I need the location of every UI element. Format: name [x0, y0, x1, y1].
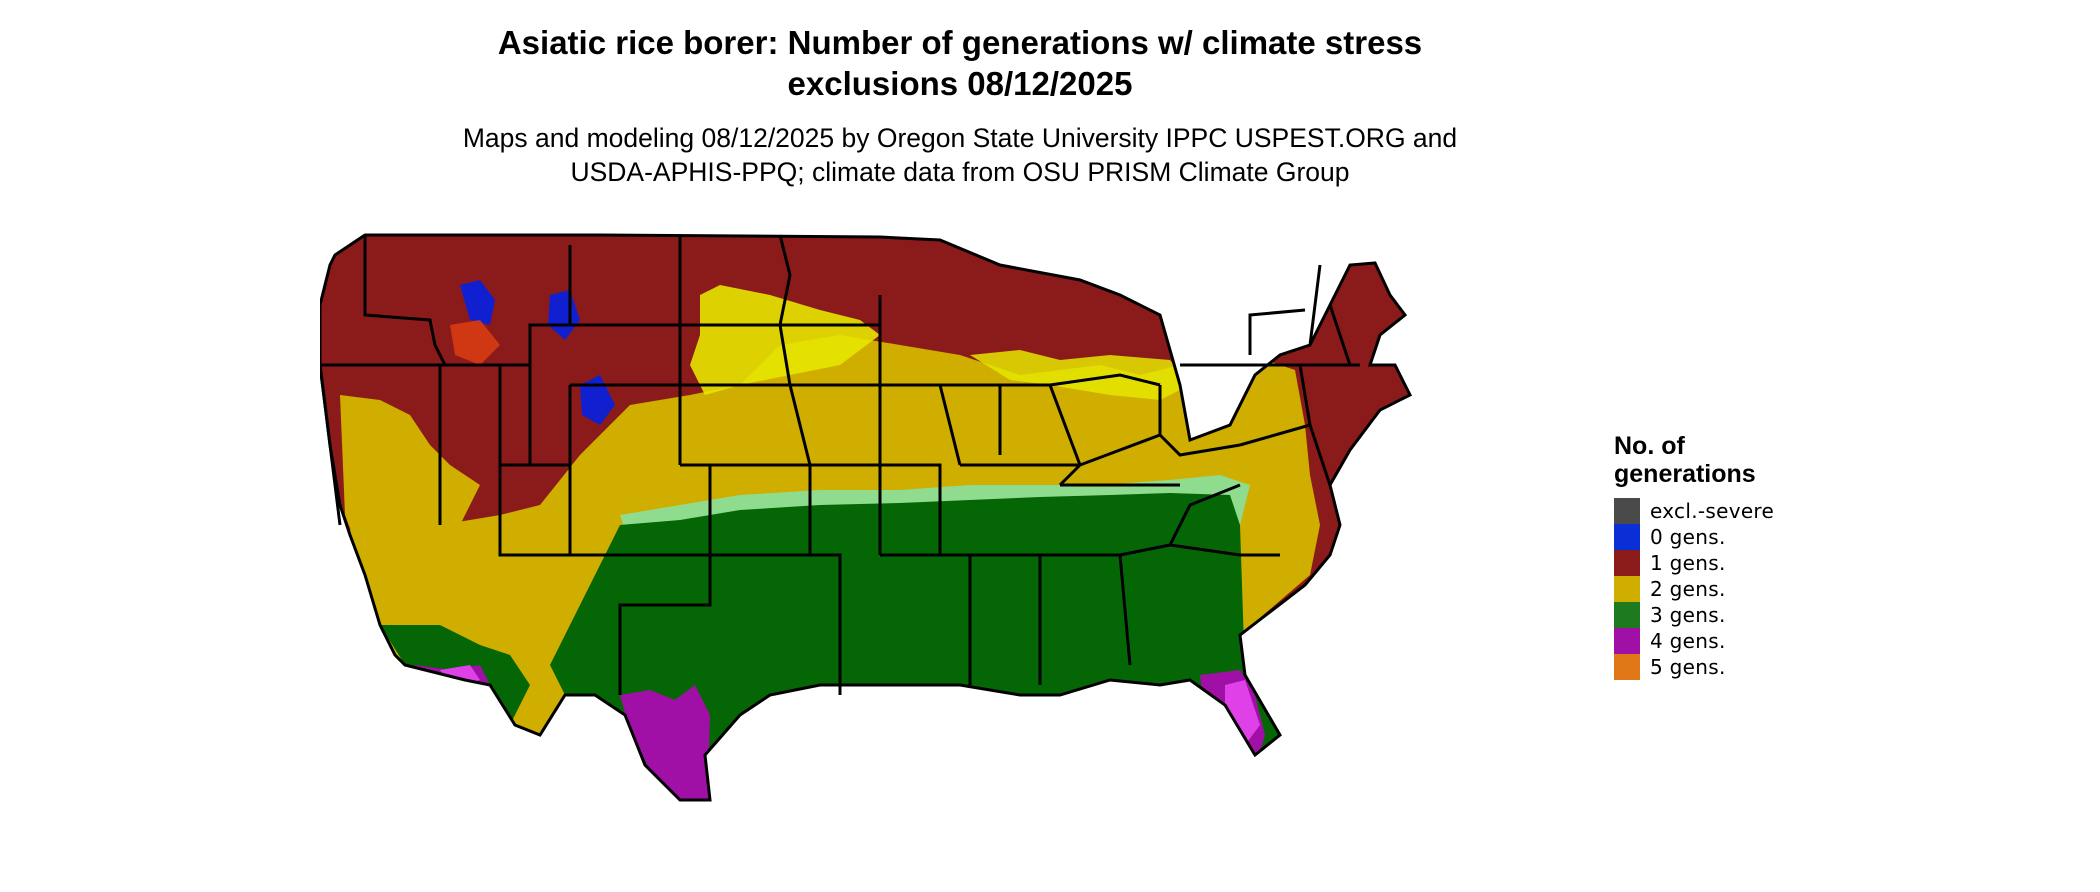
legend-item: 5 gens. [1614, 654, 1774, 680]
map-subtitle-line-1: Maps and modeling 08/12/2025 by Oregon S… [462, 123, 1458, 153]
legend-item: 3 gens. [1614, 602, 1774, 628]
legend-item: 2 gens. [1614, 576, 1774, 602]
map-subtitle-line-2: USDA-APHIS-PPQ; climate data from OSU PR… [570, 157, 1350, 187]
map-title: Asiatic rice borer: Number of generation… [0, 22, 1920, 104]
legend-label: 3 gens. [1650, 603, 1726, 627]
zone-0-gens-idaho [460, 280, 495, 325]
legend-label: 0 gens. [1650, 525, 1726, 549]
map-title-line-1: Asiatic rice borer: Number of generation… [497, 24, 1423, 61]
legend-swatch [1614, 628, 1640, 654]
legend-swatch [1614, 498, 1640, 524]
legend-label: 2 gens. [1650, 577, 1726, 601]
legend-item: 1 gens. [1614, 550, 1774, 576]
legend-swatch [1614, 654, 1640, 680]
legend-title: No. of generations [1614, 432, 1774, 488]
legend-item: excl.-severe [1614, 498, 1774, 524]
legend-swatch [1614, 524, 1640, 550]
zone-4-gens-texas [620, 685, 710, 800]
zone-2-gens-bright [690, 285, 880, 395]
legend-swatch [1614, 602, 1640, 628]
legend-label: 1 gens. [1650, 551, 1726, 575]
zone-1-gens-light-orange [450, 320, 500, 365]
map-title-line-2: exclusions 08/12/2025 [787, 65, 1133, 102]
legend-label: 4 gens. [1650, 629, 1726, 653]
legend-item: 0 gens. [1614, 524, 1774, 550]
legend-label: excl.-severe [1650, 499, 1775, 523]
legend-item: 4 gens. [1614, 628, 1774, 654]
legend-items: excl.-severe 0 gens. 1 gens. 2 gens. 3 gens.… [1614, 498, 1774, 680]
zone-2-gens-west [340, 395, 480, 585]
map-legend: No. of generations excl.-severe 0 gens. 1 … [1614, 432, 1774, 680]
legend-label: 5 gens. [1650, 655, 1726, 679]
zone-0-gens-colorado [580, 375, 615, 425]
zone-0-gens-wyoming [548, 290, 580, 340]
map-subtitle: Maps and modeling 08/12/2025 by Oregon S… [0, 121, 1920, 189]
zone-4-gens-bright-florida [1225, 680, 1260, 745]
us-generations-map [320, 233, 1412, 802]
legend-title-line-2: generations [1614, 460, 1756, 488]
zone-2-gens-bright-east [970, 350, 1190, 400]
legend-title-line-1: No. of [1614, 432, 1685, 460]
legend-swatch [1614, 576, 1640, 602]
state-borders [320, 233, 1412, 802]
legend-swatch [1614, 550, 1640, 576]
